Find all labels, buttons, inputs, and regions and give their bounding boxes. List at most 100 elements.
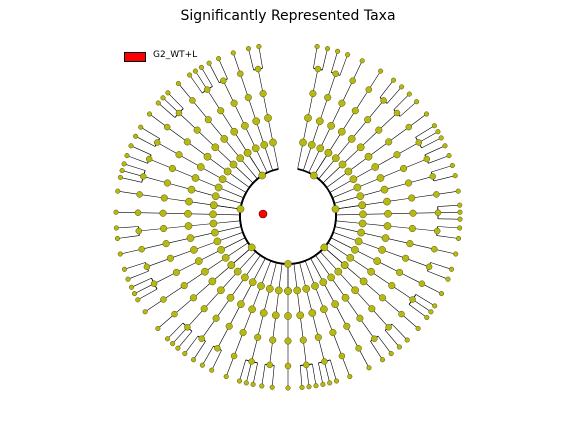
taxon-node-211 [138,245,145,253]
taxon-node-67 [434,209,442,216]
taxon-node-31 [375,126,383,134]
branch-line [334,195,361,204]
branch-line [424,145,446,156]
branch-line [324,361,330,383]
taxon-node-183 [200,305,208,313]
branch-line [126,155,148,164]
branch-line [346,326,359,349]
taxon-node-194 [201,267,209,276]
branch-line [187,141,208,157]
taxon-node-69 [384,209,392,218]
taxon-node-98 [388,282,396,290]
branch-line [341,355,351,377]
branch-line [411,194,437,199]
taxon-node-201 [194,257,203,265]
taxon-node-135 [302,284,311,293]
taxon-node-137 [306,384,312,390]
taxon-node-245 [138,124,144,130]
branch-line [224,138,241,159]
branch-line [200,166,223,180]
branch-line [252,362,258,385]
taxon-node-215 [114,235,121,242]
taxon-node-221 [113,209,119,215]
taxon-node-178 [241,273,249,282]
taxon-node-94 [432,303,438,309]
branch-line [299,315,304,341]
branch-line [257,312,264,338]
taxon-node-265 [204,116,212,124]
taxon-node-53 [449,162,455,169]
branch-line [135,136,156,147]
branch-line [319,251,339,272]
branch-line [314,285,325,310]
taxon-node-78 [431,245,438,253]
branch-line [318,362,324,385]
taxon-node-77 [453,251,459,257]
branch-line [196,129,216,148]
taxon-node-195 [221,253,230,262]
taxon-node-162 [230,352,238,360]
taxon-node-95 [428,309,434,315]
branch-line [130,145,152,156]
branch-line [354,289,373,309]
taxon-node-168 [199,362,205,368]
branch-line [208,119,225,140]
taxon-node-17 [378,68,384,74]
branch-line [361,232,386,239]
taxon-node-16 [316,144,325,153]
branch-line [251,285,262,310]
branch-line [318,158,337,180]
branch-line [382,297,402,315]
branch-line [215,195,242,204]
branch-line [302,117,309,143]
taxon-node-44 [393,151,401,159]
branch-line [362,213,389,215]
branch-line [303,144,313,171]
branch-line [415,294,435,307]
taxon-node-52 [353,183,362,192]
branch-line [212,264,232,282]
taxon-node-175 [198,335,205,342]
branch-line [355,89,370,111]
branch-line [263,288,271,314]
taxon-node-107 [396,344,402,350]
taxon-node-3 [309,89,317,98]
taxon-node-83 [448,266,455,272]
taxon-node-227 [136,191,143,198]
branch-line [305,288,313,314]
taxon-node-81 [357,228,365,237]
branch-line [174,297,194,315]
taxon-node-148 [269,384,275,390]
taxon-node-0 [314,43,320,50]
branch-line [149,113,168,128]
taxon-node-263 [175,80,181,87]
taxon-node-256 [155,100,161,106]
branch-line [437,226,460,229]
branch-line [117,235,140,239]
branch-line [334,226,362,233]
branch-line [409,243,435,250]
taxon-node-192 [160,296,167,303]
branch-line [396,142,419,155]
taxon-node-207 [190,246,198,254]
taxon-node-234 [140,173,147,180]
branch-line [233,103,246,126]
branch-line [269,340,273,365]
taxon-node-296 [284,260,292,268]
branch-line [131,277,152,288]
taxon-node-96 [424,314,430,321]
taxon-node-277 [220,77,227,84]
branch-line [323,282,336,305]
taxon-node-113 [379,357,386,363]
taxon-node-155 [243,380,249,386]
branch-line [385,237,410,244]
branch-line [345,297,361,319]
branch-line [437,211,461,213]
taxon-node-267 [236,154,245,163]
taxon-node-84 [445,276,451,282]
taxon-node-283 [244,93,252,102]
taxon-node-171 [237,300,245,309]
branch-line [228,304,242,327]
taxon-node-291 [269,138,277,147]
taxon-node-110 [351,286,359,295]
